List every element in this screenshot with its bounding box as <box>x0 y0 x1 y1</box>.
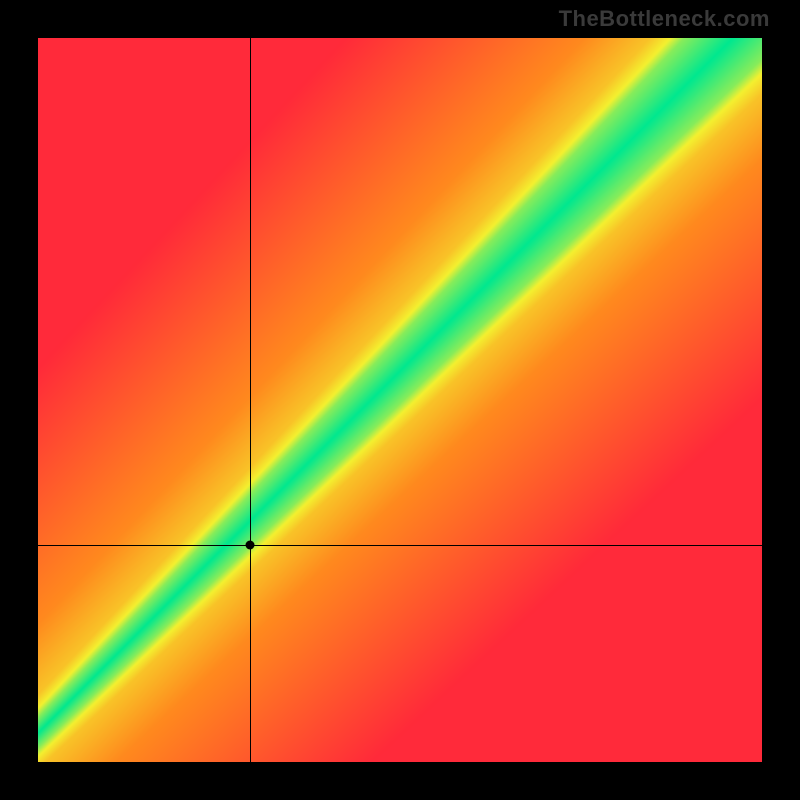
crosshair-horizontal <box>38 545 762 546</box>
bottleneck-heatmap <box>38 38 762 762</box>
crosshair-vertical <box>250 38 251 762</box>
brand-label: TheBottleneck.com <box>559 6 770 32</box>
selected-point-marker <box>246 540 255 549</box>
chart-frame: TheBottleneck.com <box>0 0 800 800</box>
